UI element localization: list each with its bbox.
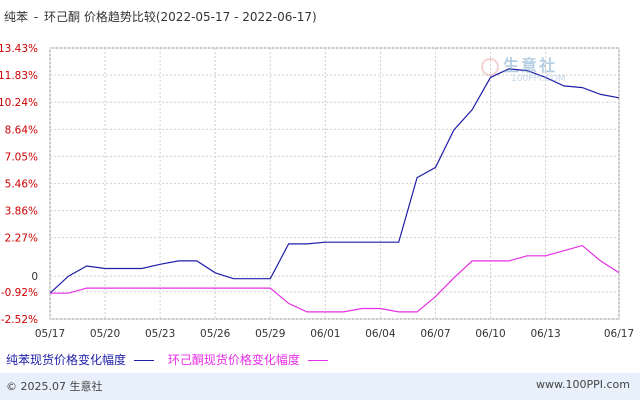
title-product-b: 环己酮 (44, 10, 81, 24)
x-tick-label: 06/13 (530, 328, 560, 340)
y-tick-label: -0.92% (1, 287, 38, 299)
title-product-a: 纯苯 (4, 10, 29, 24)
y-tick-label: 13.43% (0, 43, 38, 55)
watermark-logo: 生意社 100PPI.COM (481, 52, 566, 84)
watermark-url: 100PPI.COM (511, 74, 566, 84)
price-trend-chart: 13.43% 11.83% 10.24% 8.64% 7.05% 5.46% 3.86% 2.… (0, 43, 634, 340)
shengyishe-logo-icon (481, 57, 499, 76)
watermark-brand: 生意社 (503, 56, 558, 75)
y-tick-label: 7.05% (5, 151, 38, 163)
chart-title: 纯苯 - 环己酮 价格趋势比较(2022-05-17 - 2022-06-17) (4, 8, 317, 25)
legend-item-series-b: 环己酮现货价格变化幅度 (168, 351, 328, 368)
legend-swatch-series-b (307, 360, 328, 361)
legend-label-series-b: 环己酮现货价格变化幅度 (167, 353, 300, 367)
title-separator: - (33, 10, 39, 24)
y-tick-label: 2.27% (5, 233, 38, 245)
legend-label-series-a: 纯苯现货价格变化幅度 (6, 353, 127, 367)
y-tick-label: 8.64% (5, 124, 38, 136)
y-tick-label: 10.24% (0, 97, 38, 109)
y-tick-label: 0 (31, 271, 38, 283)
legend-item-series-a: 纯苯现货价格变化幅度 (6, 351, 155, 368)
y-tick-label: 11.83% (0, 70, 38, 82)
x-tick-label: 05/17 (35, 328, 65, 340)
x-tick-label: 06/10 (475, 328, 505, 340)
chart-legend: 纯苯现货价格变化幅度 环己酮现货价格变化幅度 (6, 351, 338, 368)
x-tick-label: 06/01 (310, 328, 340, 340)
y-tick-label: 5.46% (5, 178, 38, 190)
x-tick-label: 06/07 (420, 328, 450, 340)
y-tick-label: 3.86% (5, 206, 38, 218)
title-suffix: 价格趋势比较(2022-05-17 - 2022-06-17) (83, 10, 317, 24)
x-tick-label: 06/04 (365, 328, 396, 340)
legend-swatch-series-a (134, 360, 155, 361)
footer-copyright: © 2025.07 生意社 (6, 380, 103, 393)
footer-site-link[interactable]: www.100PPI.com (536, 378, 630, 391)
x-tick-label: 05/20 (90, 328, 120, 340)
series-line-a (49, 68, 620, 294)
x-tick-label: 05/23 (145, 328, 175, 340)
x-tick-label: 05/29 (255, 328, 285, 340)
series-line-b (50, 244, 620, 313)
footer-bar: © 2025.07 生意社 www.100PPI.com (0, 373, 640, 400)
x-tick-label: 05/26 (200, 328, 231, 340)
y-tick-label: -2.52% (1, 314, 38, 326)
x-tick-label: 06/17 (604, 328, 634, 340)
